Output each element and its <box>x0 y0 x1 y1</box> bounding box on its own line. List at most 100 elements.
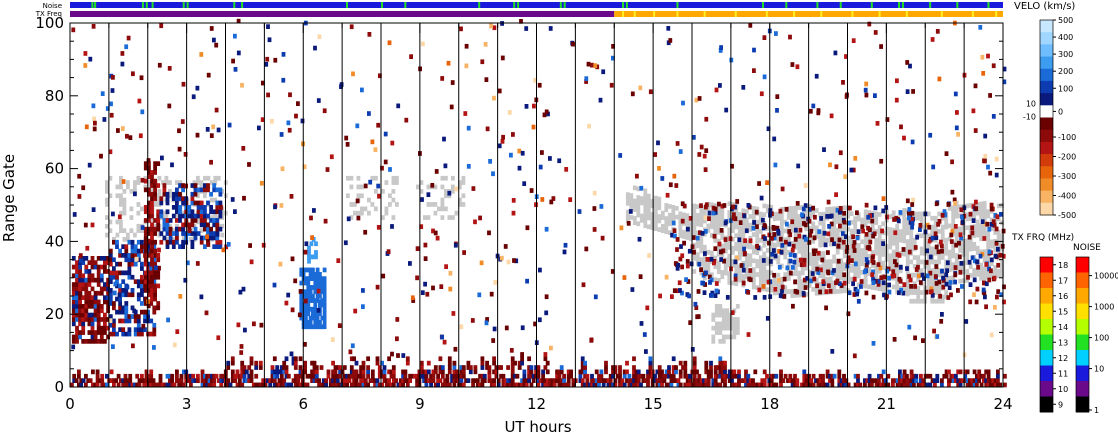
scatter-point <box>325 167 330 172</box>
strip-tick <box>940 11 943 17</box>
scatter-point <box>581 282 586 288</box>
data-cell <box>206 200 210 206</box>
data-cell <box>685 382 690 388</box>
ground-scatter-cell <box>860 270 865 275</box>
data-cell <box>517 360 522 366</box>
data-cell <box>746 382 751 388</box>
data-cell <box>84 312 89 318</box>
data-cell <box>170 373 175 379</box>
data-cell <box>692 360 697 366</box>
data-cell <box>314 378 319 383</box>
ground-scatter-cell <box>930 268 935 273</box>
ground-scatter-cell <box>755 228 760 234</box>
data-cell <box>106 260 110 265</box>
scatter-point <box>180 119 185 124</box>
data-cell <box>909 369 914 375</box>
positive-velocity-cell <box>308 293 313 299</box>
ground-scatter-cell <box>860 256 865 262</box>
data-cell <box>150 209 154 215</box>
ground-scatter-cell <box>790 223 795 229</box>
data-cell <box>496 382 501 388</box>
data-cell <box>648 360 653 366</box>
data-cell <box>175 191 179 197</box>
data-cell <box>143 261 148 267</box>
ground-scatter-cell <box>709 202 714 208</box>
data-cell <box>781 378 786 383</box>
scatter-point <box>850 258 854 263</box>
data-cell <box>212 209 217 215</box>
data-cell <box>106 282 110 287</box>
ground-scatter-cell <box>720 274 725 280</box>
data-cell <box>118 248 122 254</box>
scatter-point <box>992 222 997 228</box>
ground-scatter-cell <box>388 202 392 207</box>
data-cell <box>121 378 126 383</box>
data-cell <box>557 378 562 383</box>
ground-scatter-cell <box>741 208 746 214</box>
scatter-point <box>875 121 880 126</box>
scatter-point <box>410 295 415 301</box>
scatter-point <box>433 230 438 236</box>
scatter-point <box>770 211 774 217</box>
ground-scatter-cell <box>702 258 707 263</box>
ground-scatter-cell <box>919 250 924 256</box>
ground-scatter-cell <box>821 268 826 274</box>
scatter-point <box>982 236 987 241</box>
scatter-point <box>901 247 906 252</box>
scatter-point <box>682 203 687 209</box>
positive-velocity-cell <box>318 276 322 281</box>
ground-scatter-cell <box>891 227 896 233</box>
data-cell <box>657 373 662 379</box>
data-cell <box>90 330 95 335</box>
ground-scatter-cell <box>751 267 756 272</box>
data-cell <box>175 196 179 201</box>
ground-scatter-cell <box>713 220 718 226</box>
data-cell <box>501 382 506 388</box>
data-cell <box>152 309 157 315</box>
ground-scatter-cell <box>119 197 123 203</box>
ground-scatter-cell <box>714 321 719 327</box>
ground-scatter-cell <box>849 276 854 282</box>
scatter-point <box>964 319 969 324</box>
scatter-point <box>459 324 464 330</box>
data-cell <box>171 191 176 197</box>
scatter-point <box>816 270 821 275</box>
ground-scatter-cell <box>727 253 732 259</box>
ground-scatter-cell <box>741 278 746 283</box>
scatter-point <box>968 211 973 217</box>
data-cell <box>121 305 126 311</box>
strip-tick <box>878 11 881 17</box>
scatter-point <box>231 58 235 64</box>
velocity-swatch <box>1040 56 1053 70</box>
data-cell <box>143 274 148 280</box>
ground-scatter-cell <box>751 245 756 250</box>
scatter-point <box>316 288 321 294</box>
data-cell <box>935 373 940 379</box>
ground-scatter-cell <box>374 189 378 194</box>
scatter-point <box>78 291 83 297</box>
scatter-point <box>989 202 994 208</box>
scatter-point <box>996 246 1000 252</box>
data-cell <box>226 360 231 366</box>
data-cell <box>408 378 412 383</box>
txfreq-tick-label: 17 <box>1058 276 1068 285</box>
ground-scatter-cell <box>660 210 665 216</box>
scatter-point <box>885 214 889 220</box>
ground-scatter-cell <box>954 257 959 263</box>
data-cell <box>657 382 662 388</box>
data-cell <box>84 290 89 296</box>
ground-scatter-cell <box>769 204 774 210</box>
data-cell <box>171 205 176 210</box>
data-cell <box>559 382 564 388</box>
data-cell <box>601 378 606 383</box>
scatter-point <box>639 185 644 191</box>
ground-scatter-cell <box>825 207 830 212</box>
ground-scatter-cell <box>877 242 882 248</box>
data-cell <box>244 369 249 375</box>
scatter-point <box>83 51 88 56</box>
data-cell <box>228 382 233 388</box>
ground-scatter-cell <box>821 286 826 291</box>
ground-scatter-cell <box>175 223 179 229</box>
data-cell <box>324 382 328 388</box>
data-cell <box>478 382 482 388</box>
